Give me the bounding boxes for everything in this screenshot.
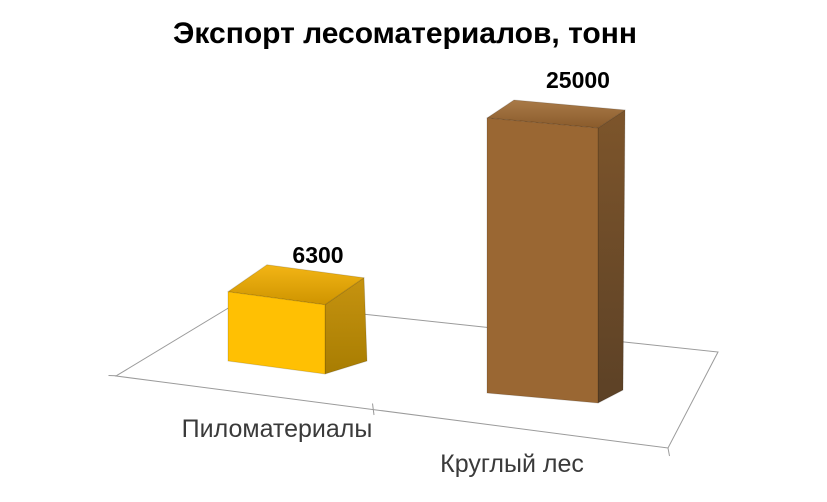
bar-1-top-face <box>486 99 626 129</box>
bar-1-side-face <box>597 109 626 404</box>
floor-outline <box>114 300 719 449</box>
bar-0-front-face <box>227 291 326 375</box>
category-label-pilomaterialy: Пиломатериалы <box>182 415 373 443</box>
axis-tick-right <box>667 447 670 457</box>
value-label-pilomaterialy: 6300 <box>292 242 343 268</box>
category-label-krugly-les: Круглый лес <box>440 450 584 478</box>
bars-group <box>227 99 626 404</box>
bar-1-front-face <box>486 117 599 404</box>
chart-floor <box>108 300 719 457</box>
axis-tick-middle <box>372 403 375 416</box>
bar-0-top-face <box>227 264 365 306</box>
chart-title: Экспорт лесоматериалов, тонн <box>173 17 637 50</box>
value-label-krugly-les: 25000 <box>546 67 610 93</box>
